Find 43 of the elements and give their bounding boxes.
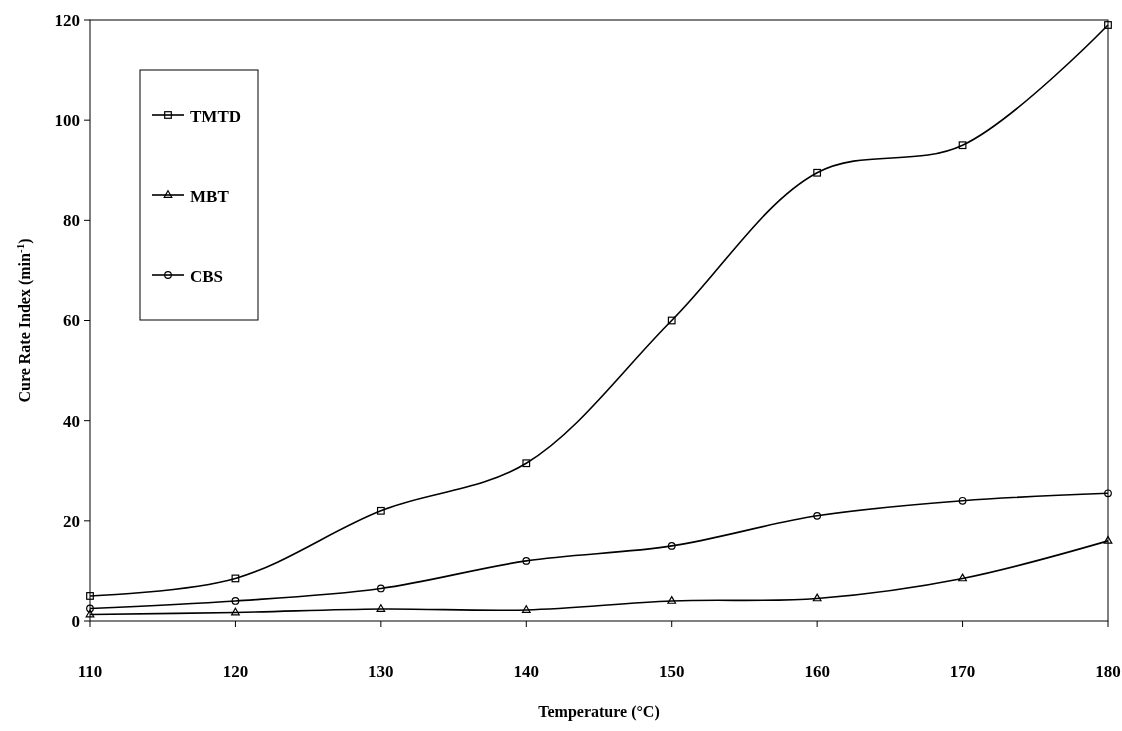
legend-label: MBT bbox=[190, 186, 230, 206]
point bbox=[86, 592, 94, 600]
point bbox=[1104, 489, 1112, 498]
point bbox=[958, 573, 967, 582]
point bbox=[376, 506, 385, 515]
point bbox=[667, 596, 677, 604]
point bbox=[667, 316, 676, 325]
legend-label: TMTD bbox=[190, 106, 241, 126]
legend-label: CBS bbox=[190, 266, 224, 286]
y-tick-label: 20 bbox=[63, 511, 80, 531]
point bbox=[667, 541, 676, 550]
y-tick-label: 40 bbox=[63, 411, 80, 431]
x-tick-label: 120 bbox=[222, 662, 249, 681]
point bbox=[812, 593, 822, 602]
point bbox=[813, 511, 822, 520]
x-tick-label: 170 bbox=[949, 662, 976, 681]
y-tick-label: 60 bbox=[63, 311, 80, 331]
point bbox=[1104, 21, 1112, 29]
x-tick-label: 180 bbox=[1095, 662, 1121, 681]
point bbox=[86, 604, 94, 613]
point bbox=[376, 584, 385, 593]
point bbox=[958, 496, 967, 505]
point bbox=[376, 604, 386, 612]
y-tick-label: 120 bbox=[54, 10, 80, 30]
point bbox=[522, 459, 531, 468]
point bbox=[1103, 535, 1113, 544]
point bbox=[958, 141, 967, 150]
point bbox=[231, 574, 240, 583]
x-tick-label: 160 bbox=[804, 662, 830, 681]
x-axis-title: Temperature (°C) bbox=[538, 703, 660, 721]
point bbox=[521, 605, 531, 613]
y-tick-label: 80 bbox=[63, 211, 80, 231]
point bbox=[813, 168, 822, 177]
x-tick-label: 140 bbox=[513, 662, 540, 681]
x-tick-label: 130 bbox=[368, 662, 394, 681]
point bbox=[231, 607, 240, 616]
point bbox=[231, 597, 240, 605]
x-tick-label: 150 bbox=[658, 662, 685, 681]
point bbox=[522, 557, 531, 565]
point bbox=[85, 609, 95, 618]
y-tick-label: 0 bbox=[71, 611, 80, 631]
x-tick-label: 110 bbox=[77, 662, 103, 681]
y-tick-label: 100 bbox=[54, 111, 80, 131]
